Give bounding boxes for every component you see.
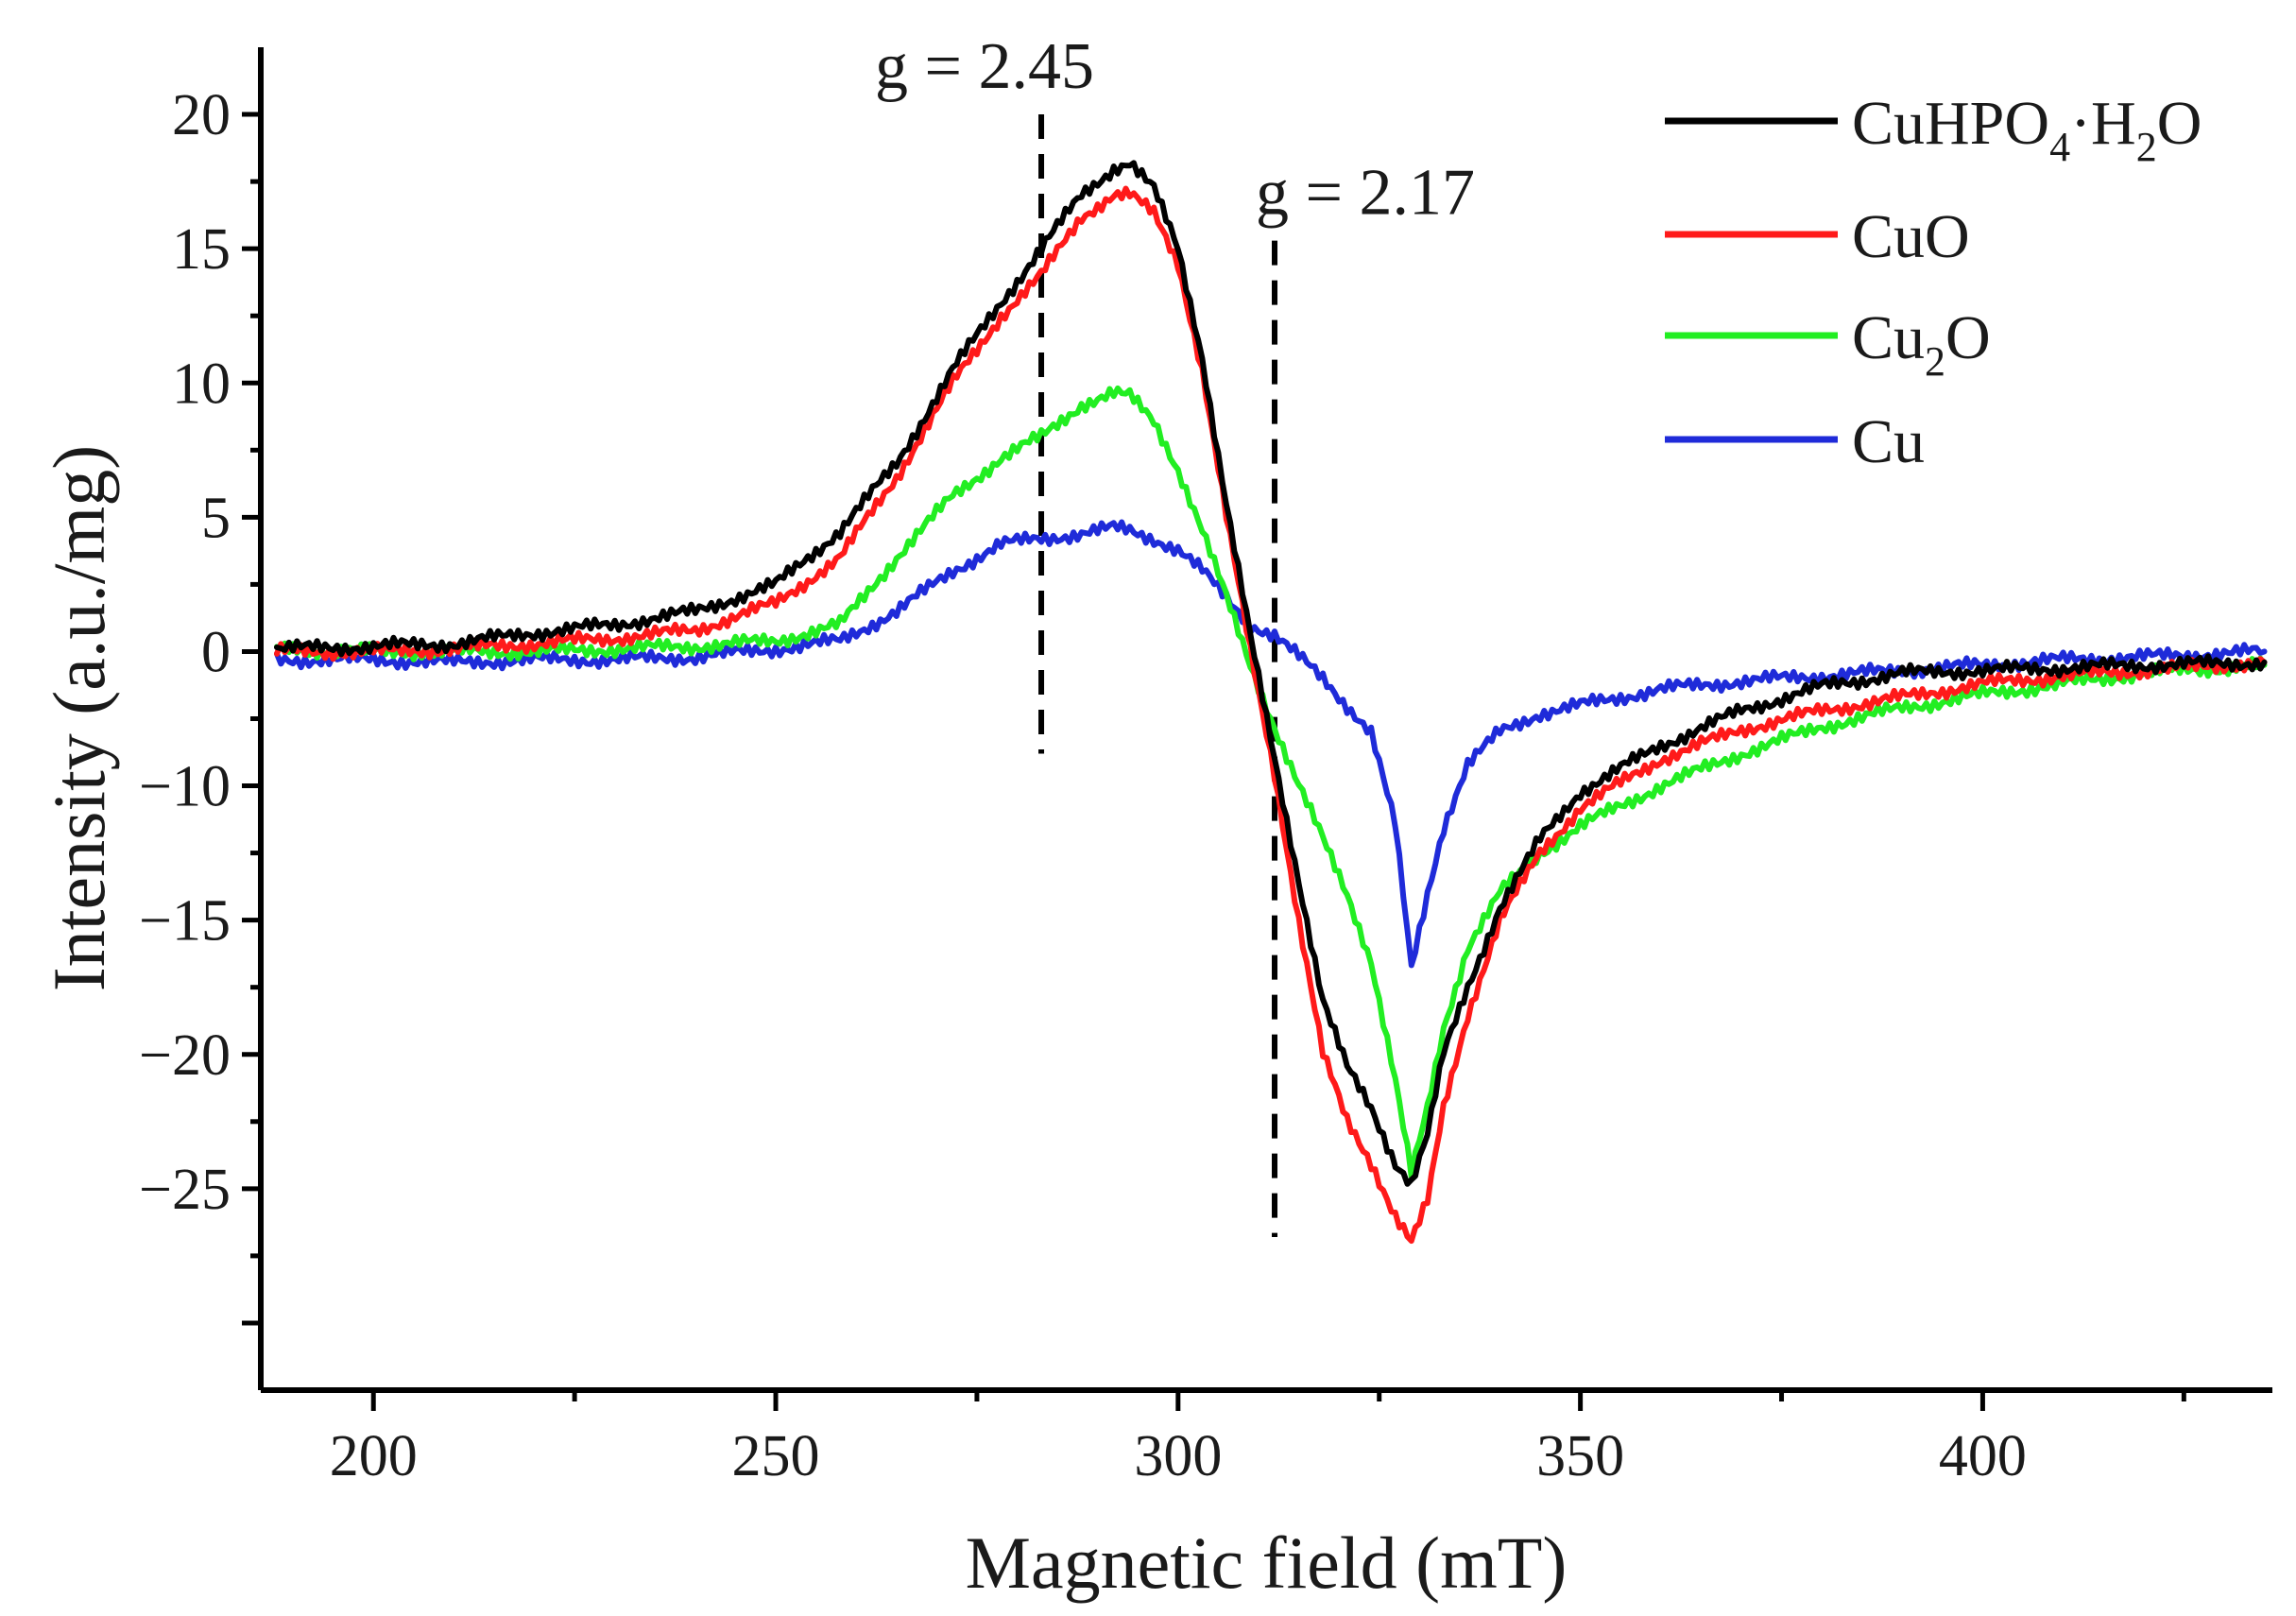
x-tick-label: 300	[1134, 1424, 1222, 1488]
legend-label-part: O	[1945, 303, 1991, 372]
legend-label-part: 2	[1925, 338, 1945, 385]
y-tick-label: 10	[172, 352, 231, 416]
x-tick-label: 350	[1536, 1424, 1624, 1488]
x-axis-label: Magnetic field (mT)	[966, 1521, 1568, 1604]
x-tick-label: 250	[732, 1424, 820, 1488]
legend-label: CuHPO4·H2O	[1852, 89, 2202, 170]
g-annotation-label: g = 2.45	[875, 30, 1094, 103]
series-line-cu2o	[274, 385, 2268, 1180]
legend-label-part: CuHPO	[1852, 89, 2049, 158]
y-tick-label: 0	[201, 620, 231, 684]
y-axis-label: Intensity (a.u./mg)	[38, 445, 120, 991]
legend-label-part: CuO	[1852, 202, 1970, 271]
legend-label-part: Cu	[1852, 303, 1925, 372]
ticks: 200 250 300 350 400 20 15 10 5 0 −10 −15 −20 −25	[139, 83, 2186, 1488]
guide-lines: g = 2.45 g = 2.17	[875, 30, 1475, 1238]
y-tick-label: 5	[201, 486, 231, 550]
legend-label-part: O	[2157, 89, 2202, 158]
g-annotation-label: g = 2.17	[1256, 157, 1475, 230]
y-tick-label: −15	[139, 889, 231, 954]
series-layer	[274, 160, 2268, 1245]
legend-label-part: Cu	[1852, 407, 1925, 476]
y-tick-label: 20	[172, 83, 231, 147]
y-tick-label: −10	[139, 755, 231, 819]
labels: Magnetic field (mT) Intensity (a.u./mg)	[38, 445, 1567, 1604]
y-tick-label: −20	[139, 1023, 231, 1088]
legend-label: Cu2O	[1852, 303, 1991, 385]
legend-label-part: ·H	[2070, 89, 2136, 158]
y-tick-label: 15	[172, 217, 231, 282]
legend-label: CuO	[1852, 202, 1970, 271]
series-line-cuhpo4h2o	[274, 160, 2268, 1187]
legend-label: Cu	[1852, 407, 1925, 476]
x-tick-label: 200	[330, 1424, 418, 1488]
y-tick-label: −25	[139, 1158, 231, 1222]
legend-label-part: 2	[2136, 124, 2157, 170]
legend-label-part: 4	[2049, 124, 2070, 170]
x-tick-label: 400	[1939, 1424, 2027, 1488]
